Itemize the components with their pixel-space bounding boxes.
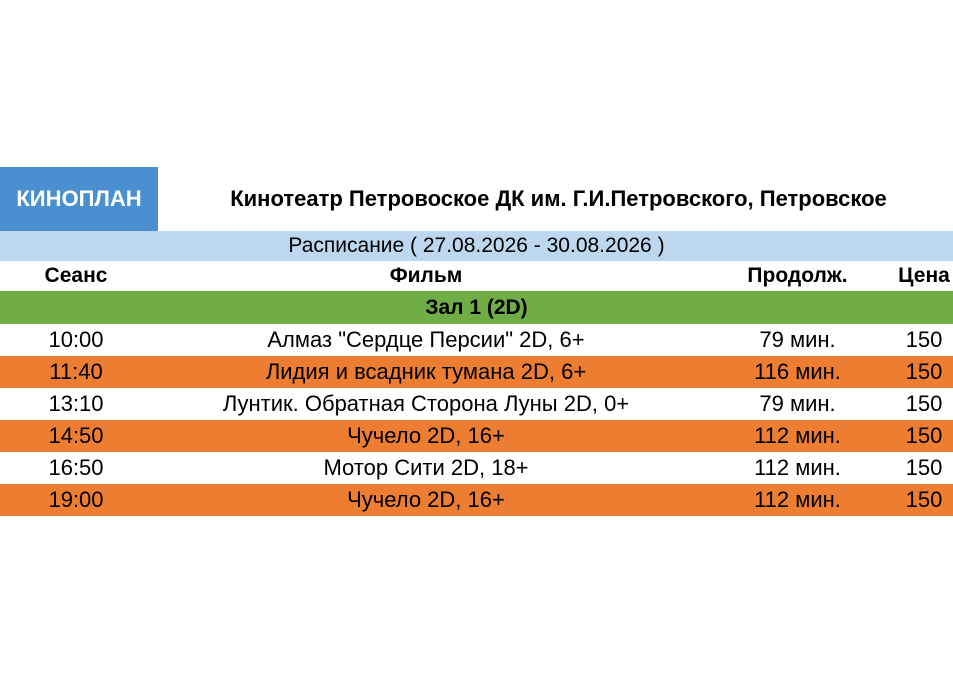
session-time: 13:10 [48,391,104,416]
session-time: 11:40 [49,359,103,384]
session-film: Чучело 2D, 16+ [347,423,505,448]
session-film: Мотор Сити 2D, 18+ [323,455,529,480]
session-film: Лидия и всадник тумана 2D, 6+ [265,359,587,384]
column-header-price: Цена [898,264,950,287]
session-price: 150 [905,487,943,512]
schedule-period: Расписание ( 27.08.2026 - 30.08.2026 ) [0,231,953,261]
session-film: Чучело 2D, 16+ [347,487,505,512]
session-duration: 112 мин. [754,487,841,512]
session-row: 14:50 Чучело 2D, 16+ 112 мин. 150 [0,420,953,452]
session-time: 14:50 [48,423,104,448]
session-row: 19:00 Чучело 2D, 16+ 112 мин. 150 [0,484,953,516]
session-duration: 79 мин. [759,327,836,352]
session-price: 150 [905,423,943,448]
column-header-duration: Продолж. [747,264,848,287]
schedule-header: КИНОПЛАН Кинотеатр Петровоское ДК им. Г.… [0,167,953,231]
session-row: 10:00 Алмаз "Сердце Персии" 2D, 6+ 79 ми… [0,324,953,356]
session-duration: 79 мин. [759,391,836,416]
session-duration: 112 мин. [754,423,841,448]
session-row: 11:40 Лидия и всадник тумана 2D, 6+ 116 … [0,356,953,388]
session-film: Лунтик. Обратная Сторона Луны 2D, 0+ [222,391,630,416]
column-headers: Сеанс Фильм Продолж. Цена [0,261,953,291]
hall-title: Зал 1 (2D) [0,291,953,324]
session-row: 13:10 Лунтик. Обратная Сторона Луны 2D, … [0,388,953,420]
column-header-film: Фильм [389,264,463,287]
session-row: 16:50 Мотор Сити 2D, 18+ 112 мин. 150 [0,452,953,484]
column-header-time: Сеанс [44,264,108,287]
session-list: 10:00 Алмаз "Сердце Персии" 2D, 6+ 79 ми… [0,324,953,516]
kinoplan-logo: КИНОПЛАН [0,167,158,231]
schedule-sheet: КИНОПЛАН Кинотеатр Петровоское ДК им. Г.… [0,167,953,516]
session-film: Алмаз "Сердце Персии" 2D, 6+ [267,327,585,352]
session-price: 150 [905,391,943,416]
session-price: 150 [905,359,943,384]
session-time: 16:50 [48,455,104,480]
session-price: 150 [905,327,943,352]
session-duration: 116 мин. [754,359,841,384]
session-time: 19:00 [48,487,104,512]
session-time: 10:00 [48,327,104,352]
session-price: 150 [905,455,943,480]
cinema-title: Кинотеатр Петровоское ДК им. Г.И.Петровс… [230,186,887,211]
session-duration: 112 мин. [754,455,841,480]
